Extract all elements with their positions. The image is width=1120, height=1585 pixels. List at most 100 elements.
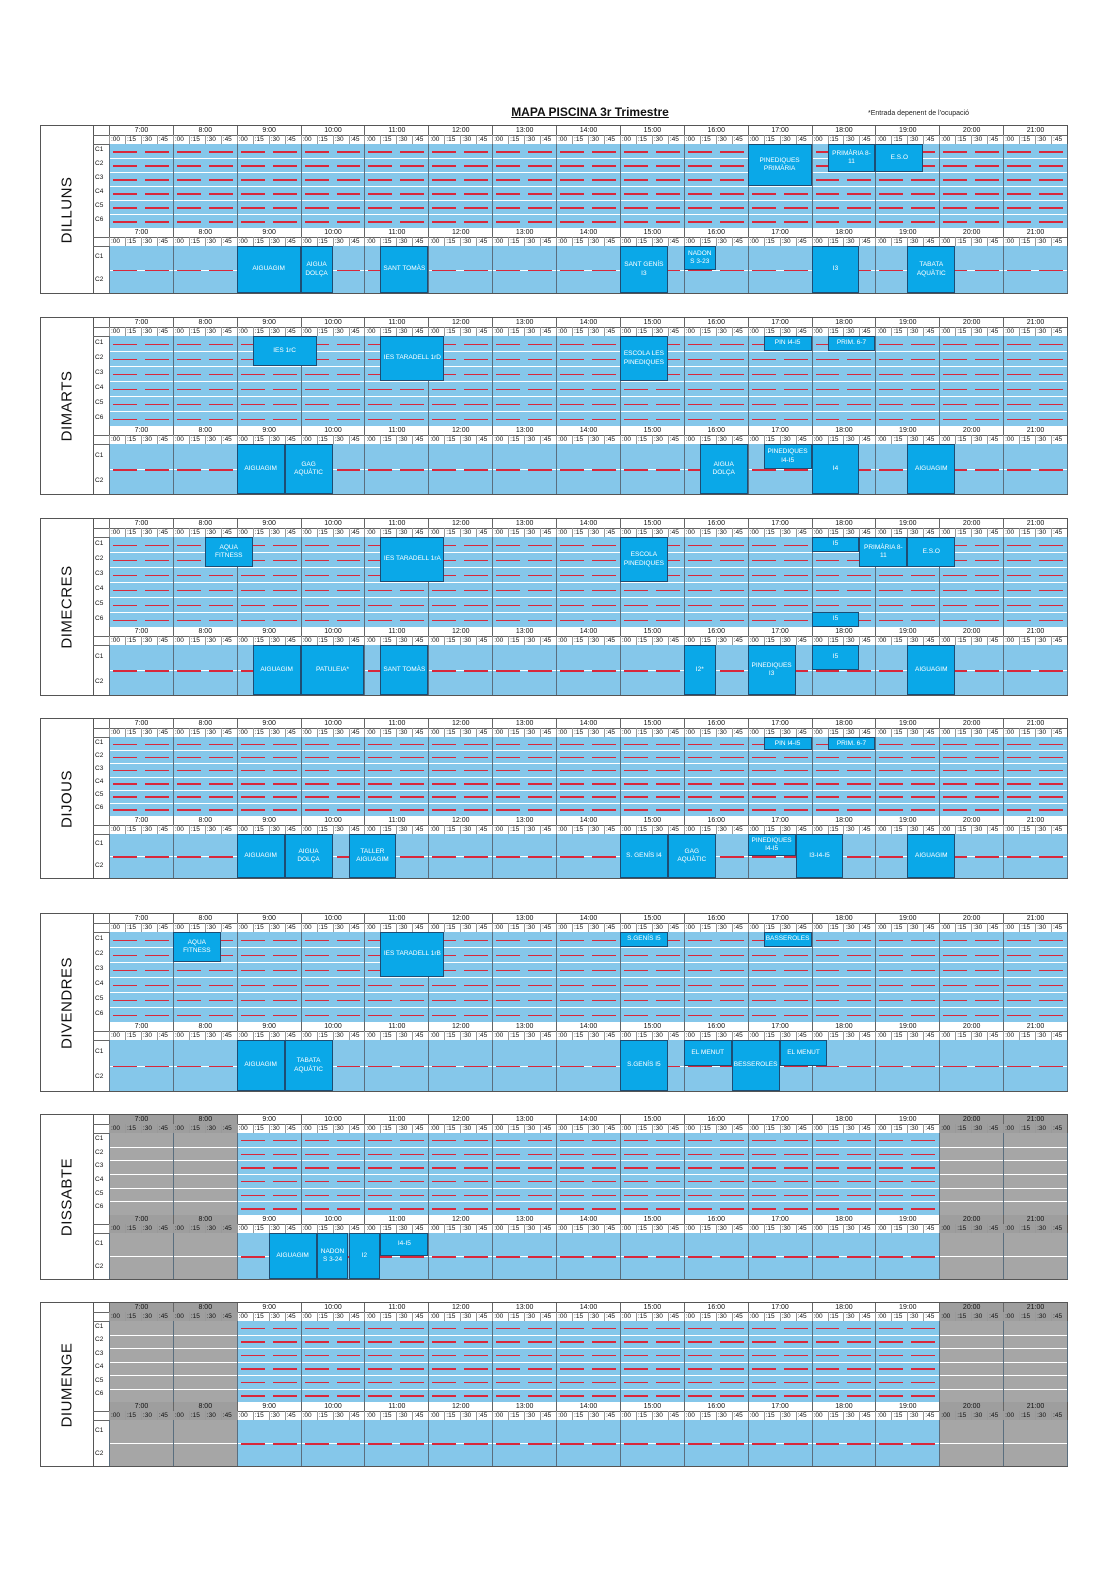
booking-block[interactable]: E.S.O bbox=[875, 144, 924, 172]
lane-rope bbox=[623, 1014, 648, 1016]
booking-block[interactable]: TALLER AIGUAGIM bbox=[348, 834, 397, 878]
hour-label: 19:00 bbox=[875, 318, 939, 327]
booking-block[interactable]: EL MENUT bbox=[683, 1040, 732, 1066]
booking-block[interactable]: PRIM. 6-7 bbox=[827, 737, 876, 751]
lane-rope bbox=[208, 969, 233, 971]
lane-rope bbox=[464, 589, 489, 591]
booking-block[interactable]: I4 bbox=[811, 444, 860, 494]
booking-block[interactable]: BESSEROLES bbox=[731, 1040, 780, 1091]
booking-block[interactable]: E.S.O bbox=[907, 537, 956, 567]
lane-rope bbox=[432, 1381, 457, 1384]
booking-block[interactable]: AIGUA DOLÇA bbox=[699, 444, 748, 494]
booking-block[interactable]: PATULEIA* bbox=[300, 645, 365, 695]
quarter-label: :45 bbox=[156, 1031, 173, 1040]
hour-divider bbox=[492, 834, 494, 878]
booking-block[interactable]: GAG AQUÀTIC bbox=[667, 834, 716, 878]
booking-block[interactable]: IES TARADELL 1rD bbox=[380, 336, 445, 381]
booking-block[interactable]: AIGUAGIM bbox=[268, 1233, 317, 1279]
quarter-label: :30 bbox=[1035, 1031, 1051, 1040]
lane-rope bbox=[1007, 604, 1032, 606]
booking-block[interactable]: PINEDIQUES I3 bbox=[747, 645, 796, 695]
booking-block[interactable]: IES 1rC bbox=[252, 336, 317, 366]
booking-block[interactable]: AQUA FITNESS bbox=[204, 537, 253, 567]
booking-block[interactable]: PINEDIQUES I4-I5 bbox=[763, 444, 812, 469]
booking-block[interactable]: SANT TOMÀS bbox=[380, 645, 429, 695]
booking-block[interactable]: PIN I4-I5 bbox=[763, 737, 812, 751]
booking-block[interactable]: AIGUAGIM bbox=[236, 444, 285, 494]
booking-block[interactable]: IES TARADELL 1rA bbox=[380, 537, 445, 582]
booking-block[interactable]: AIGUAGIM bbox=[252, 645, 301, 695]
lane-rope bbox=[400, 1381, 425, 1384]
hour-divider bbox=[364, 1040, 366, 1091]
booking-block[interactable]: ESCOLA PINEDIQUES bbox=[619, 537, 668, 582]
booking-block[interactable]: NADON S 3-24 bbox=[316, 1233, 349, 1279]
booking-block[interactable]: SANT TOMÀS bbox=[380, 246, 429, 293]
lane-rope bbox=[751, 756, 776, 759]
booking-block[interactable]: I3 bbox=[811, 246, 860, 293]
lane-rope bbox=[464, 574, 489, 576]
booking-block[interactable]: I5 bbox=[811, 537, 860, 552]
booking-block[interactable]: AIGUAGIM bbox=[907, 645, 956, 695]
booking-block[interactable]: I5 bbox=[811, 645, 860, 670]
booking-block[interactable]: AIGUAGIM bbox=[236, 1040, 285, 1091]
booking-block[interactable]: AIGUAGIM bbox=[907, 834, 956, 878]
lane-rope bbox=[751, 469, 776, 471]
booking-block[interactable]: IES TARADELL 1rB bbox=[380, 932, 445, 977]
booking-block[interactable]: ESCOLA LES PINEDIQUES bbox=[619, 336, 668, 381]
hour-divider bbox=[236, 336, 238, 426]
quarter-label: :15 bbox=[444, 1411, 460, 1420]
booking-block[interactable]: PINEDIQUES I4-I5 bbox=[747, 834, 796, 856]
lane-rope bbox=[528, 1381, 553, 1384]
lane-rope bbox=[144, 939, 169, 941]
quarter-label: :30 bbox=[779, 135, 796, 144]
booking-block[interactable]: I2 bbox=[348, 1233, 381, 1279]
lane-label: C6 bbox=[95, 614, 104, 622]
lane-rope bbox=[751, 559, 776, 561]
booking-block[interactable]: NADON S 3-23 bbox=[683, 246, 716, 270]
booking-block[interactable]: PRIM. 6-7 bbox=[827, 336, 876, 351]
lane-line bbox=[109, 1065, 1067, 1067]
booking-block[interactable]: TABATA AQUÀTIC bbox=[907, 246, 956, 293]
booking-block[interactable]: S. GENÍS I4 bbox=[619, 834, 668, 878]
quarter-label: :00 bbox=[811, 1124, 828, 1133]
booking-block[interactable]: I3-I4-I5 bbox=[795, 834, 844, 878]
hour-label: 15:00 bbox=[619, 1303, 684, 1312]
lane-rope bbox=[272, 1368, 297, 1370]
booking-block[interactable]: AIGUAGIM bbox=[236, 834, 285, 878]
booking-block[interactable]: SANT GENÍS I3 bbox=[619, 246, 668, 293]
booking-block[interactable]: PRIMÀRIA 8-11 bbox=[827, 144, 876, 172]
lane-rope bbox=[304, 193, 329, 195]
quarter-label: :30 bbox=[651, 636, 668, 645]
booking-block[interactable]: EL MENUT bbox=[779, 1040, 828, 1066]
booking-block[interactable]: AIGUAGIM bbox=[236, 246, 301, 293]
booking-block[interactable]: I4-I5 bbox=[380, 1233, 429, 1256]
quarter-label: :45 bbox=[859, 237, 875, 246]
quarter-label: :30 bbox=[1035, 135, 1051, 144]
booking-block[interactable]: AIGUA DOLÇA bbox=[284, 834, 333, 878]
booking-block[interactable]: I5 bbox=[811, 612, 860, 627]
quarter-label: :00 bbox=[875, 1411, 891, 1420]
quarter-label: :00 bbox=[556, 1224, 572, 1233]
booking-block[interactable]: S.GENÍS I5 bbox=[619, 932, 668, 947]
quarter-label: :00 bbox=[492, 728, 508, 737]
booking-block[interactable]: PIN I4-I5 bbox=[763, 336, 812, 351]
booking-block[interactable]: GAG AQUÀTIC bbox=[284, 444, 333, 494]
hour-label: 8:00 bbox=[172, 1115, 237, 1124]
booking-block[interactable]: AIGUA DOLÇA bbox=[300, 246, 333, 293]
quarter-label: :30 bbox=[268, 1224, 285, 1233]
booking-block[interactable]: AIGUAGIM bbox=[907, 444, 956, 494]
booking-block[interactable]: I2* bbox=[683, 645, 716, 695]
booking-block[interactable]: S.GENÍS I5 bbox=[619, 1040, 668, 1091]
lane-rope bbox=[687, 1153, 712, 1155]
booking-block[interactable]: AQUA FITNESS bbox=[172, 932, 221, 962]
booking-block[interactable]: PINEDIQUES PRIMÀRIA bbox=[747, 144, 812, 186]
quarter-label: :15 bbox=[763, 1411, 780, 1420]
hour-label: 17:00 bbox=[747, 1022, 812, 1031]
booking-block[interactable]: PRIMÀRIA 8-11 bbox=[859, 537, 908, 567]
quarter-label: :45 bbox=[923, 1411, 939, 1420]
lane-rope bbox=[655, 769, 680, 772]
lane-rope bbox=[783, 1139, 808, 1142]
lane-rope bbox=[943, 544, 968, 546]
booking-block[interactable]: BASSEROLES bbox=[763, 932, 812, 947]
booking-block[interactable]: TABATA AQUÀTIC bbox=[284, 1040, 333, 1091]
